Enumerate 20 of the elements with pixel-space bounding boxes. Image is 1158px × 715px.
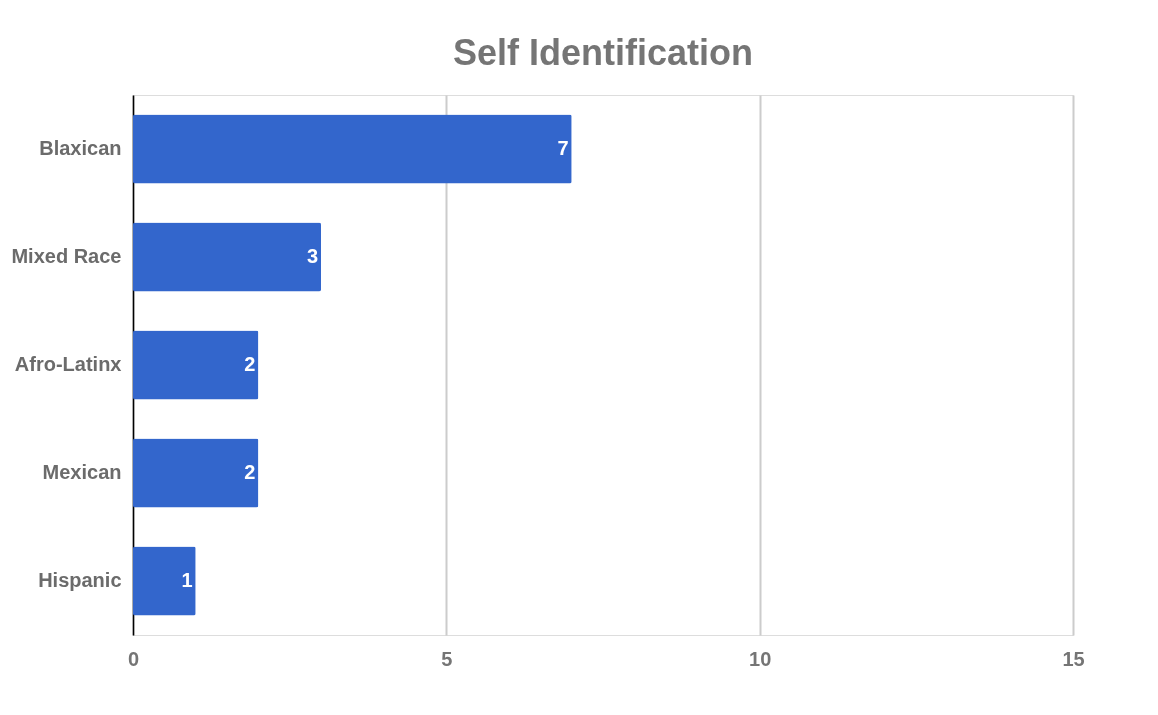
bar — [133, 546, 196, 616]
bar — [133, 330, 259, 400]
bar — [133, 438, 259, 508]
y-tick-label: Afro-Latinx — [14, 353, 122, 375]
bar — [133, 114, 572, 184]
x-tick-label: 15 — [1062, 647, 1085, 670]
data-label: 2 — [244, 461, 256, 483]
chart-title: Self Identification — [452, 32, 754, 73]
y-tick-label: Blaxican — [39, 137, 122, 159]
data-label: 2 — [244, 353, 256, 375]
y-tick-label: Hispanic — [38, 569, 122, 591]
bar — [133, 222, 321, 292]
data-label: 7 — [557, 137, 569, 159]
y-tick-label: Mexican — [42, 461, 122, 483]
data-label: 3 — [306, 245, 318, 267]
y-tick-label: Mixed Race — [11, 245, 122, 267]
x-tick-label: 0 — [127, 647, 140, 670]
x-tick-label: 5 — [441, 647, 453, 670]
x-tick-label: 10 — [749, 647, 772, 670]
data-label: 1 — [181, 569, 193, 591]
